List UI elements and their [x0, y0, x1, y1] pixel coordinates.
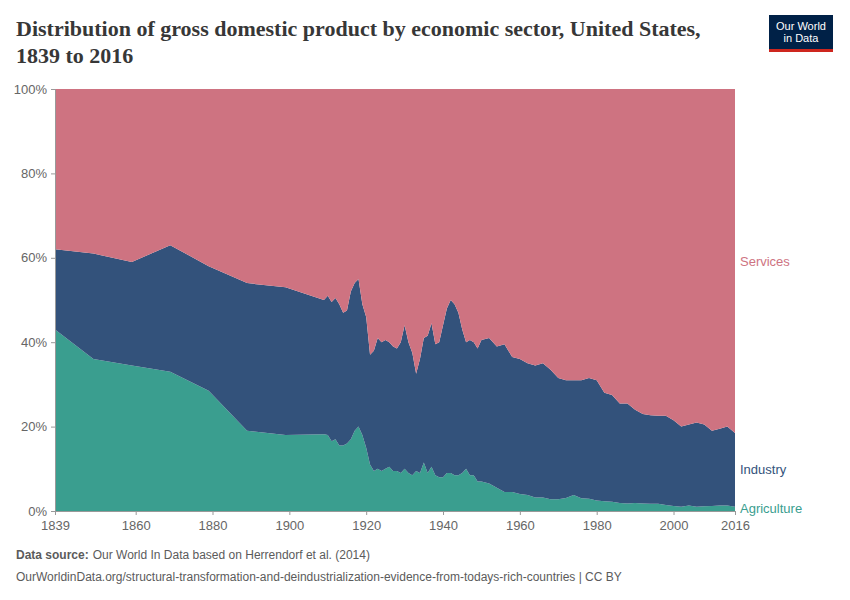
x-tick-mark [443, 511, 444, 515]
logo-box [769, 15, 833, 51]
x-axis-line [56, 512, 736, 516]
y-tick-label: 80% [21, 166, 47, 181]
x-tick-label: 1960 [506, 518, 535, 533]
x-tick: 1920 [352, 511, 381, 533]
legend-label: Agriculture [740, 501, 802, 516]
y-tick: 100% [14, 82, 55, 97]
x-tick-label: 2000 [660, 518, 689, 533]
logo: Our Worldin Data [769, 15, 833, 52]
y-tick: 0% [28, 504, 55, 519]
x-tick: 1960 [506, 511, 535, 533]
y-tick-mark [51, 342, 55, 343]
x-tick: 1839 [41, 511, 70, 533]
y-tick-mark [51, 511, 55, 512]
x-tick: 1860 [122, 511, 151, 533]
x-tick-label: 2016 [721, 518, 750, 533]
legend: Agriculture Industry Services [740, 254, 802, 517]
source-label: Data source: [16, 548, 89, 562]
x-tick-label: 1900 [275, 518, 304, 533]
x-tick-label: 1839 [41, 518, 70, 533]
x-tick: 1940 [429, 511, 458, 533]
x-tick-mark [520, 511, 521, 515]
x-tick-mark [366, 511, 367, 515]
x-tick-label: 1880 [199, 518, 228, 533]
x-tick-label: 1980 [583, 518, 612, 533]
x-tick-mark [289, 511, 290, 515]
x-tick-label: 1920 [352, 518, 381, 533]
logo-underline [769, 49, 833, 52]
x-tick: 1900 [275, 511, 304, 533]
footer: OurWorldinData.org/structural-transforma… [16, 570, 622, 584]
y-tick: 80% [21, 166, 55, 181]
logo-text: in Data [784, 32, 820, 44]
x-tick-label: 1940 [429, 518, 458, 533]
plot-area [55, 89, 735, 511]
x-tick-mark [55, 511, 56, 515]
source: Data source: Our World In Data based on H… [16, 548, 370, 562]
y-tick: 60% [21, 250, 55, 265]
x-tick-mark [674, 511, 675, 515]
x-tick-mark [735, 511, 736, 515]
y-tick-mark [51, 89, 55, 90]
y-tick-label: 60% [21, 250, 47, 265]
legend-label: Industry [740, 462, 787, 477]
title: Distribution of gross domestic product b… [16, 16, 701, 68]
area [55, 89, 735, 433]
x-tick: 2000 [660, 511, 689, 533]
x-tick: 1980 [583, 511, 612, 533]
y-tick-label: 0% [28, 504, 47, 519]
y-tick-label: 40% [21, 335, 47, 350]
y-tick-mark [51, 258, 55, 259]
x-tick: 1880 [199, 511, 228, 533]
y-tick-mark [51, 427, 55, 428]
chart: Distribution of gross domestic product b… [0, 0, 850, 600]
x-tick-mark [597, 511, 598, 515]
x-tick-mark [213, 511, 214, 515]
y-tick-label: 100% [14, 82, 48, 97]
x-tick-label: 1860 [122, 518, 151, 533]
y-axis-line [51, 90, 56, 512]
source-text: Our World In Data based on Herrendorf et… [93, 548, 370, 562]
logo-text: Our World [776, 20, 826, 32]
legend-label: Services [740, 254, 790, 269]
x-tick-mark [136, 511, 137, 515]
y-tick: 20% [21, 419, 55, 434]
x-axis: 1839 1860 1880 1900 1920 1940 1960 1980 2000 2016 [41, 511, 750, 533]
y-tick-label: 20% [21, 419, 47, 434]
y-tick-mark [51, 173, 55, 174]
y-axis: 0% 20% 40% 60% 80% 100% [14, 82, 56, 519]
y-tick: 40% [21, 335, 55, 350]
